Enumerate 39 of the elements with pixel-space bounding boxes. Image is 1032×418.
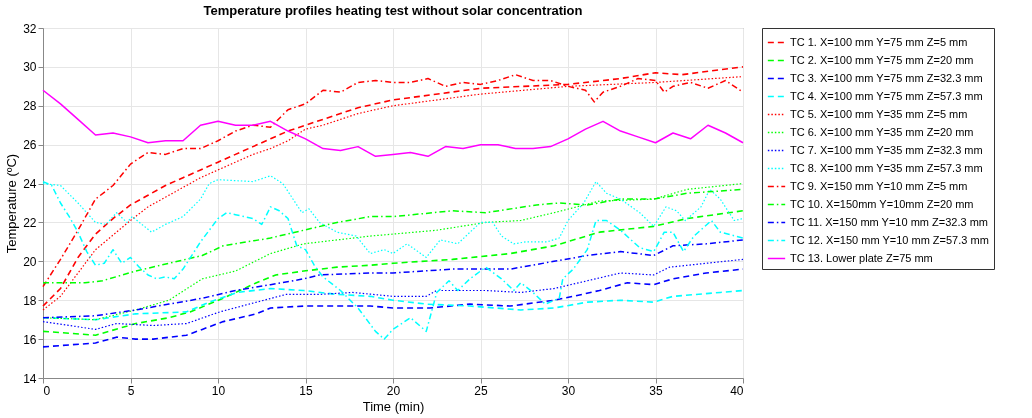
legend-label: TC 6. X=100 mm Y=35 mm Z=20 mm [790,125,974,138]
line-series [42,209,744,337]
y-axis-title: Temperature (ºC) [4,153,20,254]
x-tick-label: 25 [474,383,488,398]
y-tick-label: 22 [23,215,37,230]
y-tick-label: 16 [23,332,37,347]
x-tick-label: 15 [299,383,313,398]
legend-label: TC 10. X=150mm Y=10mm Z=20 mm [790,197,974,210]
x-tick-label: 40 [730,383,744,398]
legend-label: TC 7. X=100 mm Y=35 mm Z=32.3 mm [790,143,983,156]
line-series [42,89,744,158]
y-tick-label: 24 [23,177,37,192]
x-axis-title: Time (min) [362,398,425,414]
x-tick-label: 0 [43,383,51,398]
legend-label: TC 11. X=150 mm Y=10 mm Z=32.3 mm [790,215,988,228]
y-tick-label: 32 [23,21,37,36]
x-tick-label: 35 [649,383,663,398]
y-tick-label: 28 [23,99,37,114]
legend-label: TC 3. X=100 mm Y=75 mm Z=32.3 mm [790,71,983,84]
line-series [42,258,744,330]
y-tick-label: 14 [23,371,37,386]
y-tick-label: 20 [23,254,37,269]
legend-label: TC 8. X=100 mm Y=35 mm Z=57.3 mm [790,161,983,174]
legend-label: TC 13. Lower plate Z=75 mm [790,251,933,264]
x-tick-label: 30 [561,383,576,398]
x-tick-label: 20 [386,383,401,398]
line-series [42,239,744,319]
legend-label: TC 4. X=100 mm Y=75 mm Z=57.3 mm [790,89,983,102]
y-tick-label: 30 [23,60,37,75]
y-tick-label: 26 [23,138,37,153]
legend-label: TC 12. X=150 mm Y=10 mm Z=57.3 mm [790,233,989,246]
legend-label: TC 1. X=100 mm Y=75 mm Z=5 mm [790,35,968,48]
x-tick-label: 10 [211,383,226,398]
y-tick-label: 18 [23,293,37,308]
legend-label: TC 9. X=150 mm Y=10 mm Z=5 mm [790,179,968,192]
legend-label: TC 2. X=100 mm Y=75 mm Z=20 mm [790,53,974,66]
x-tick-label: 5 [127,383,135,398]
chart-title: Temperature profiles heating test without solar concentration [203,3,583,18]
legend-label: TC 5. X=100 mm Y=35 mm Z=5 mm [790,107,968,120]
